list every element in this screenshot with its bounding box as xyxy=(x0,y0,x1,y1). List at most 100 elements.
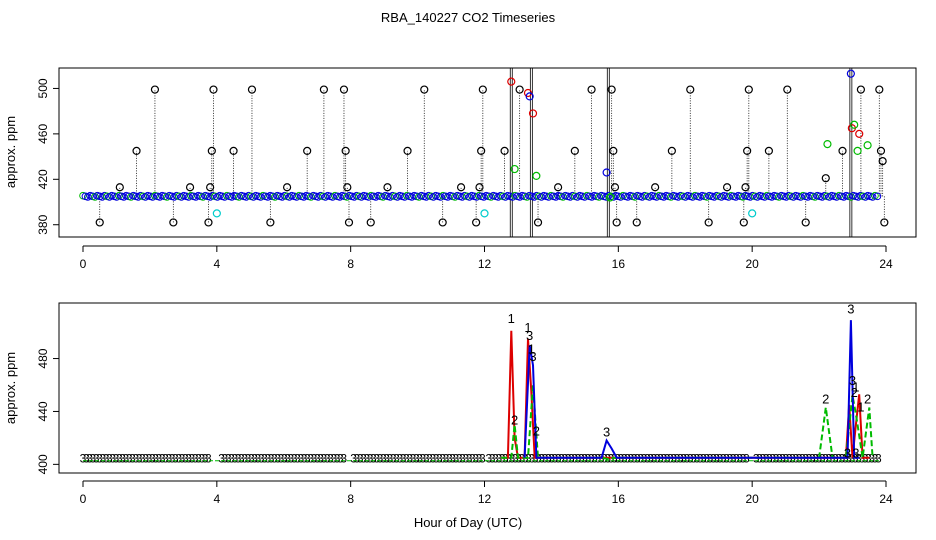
data-point xyxy=(185,183,195,192)
peak-label: 3 xyxy=(847,302,854,317)
data-point-green xyxy=(853,146,862,156)
baseline-marker: 3 xyxy=(730,452,737,466)
data-point xyxy=(456,183,466,192)
baseline-marker: 3 xyxy=(756,452,763,466)
data-point xyxy=(554,183,563,192)
baseline-marker: 3 xyxy=(855,452,862,466)
baseline-marker: 3 xyxy=(519,452,526,466)
baseline-marker: 3 xyxy=(396,452,403,466)
baseline-marker: 3 xyxy=(545,452,552,466)
baseline-marker: 3 xyxy=(759,452,766,466)
baseline-marker: 3 xyxy=(515,452,522,466)
baseline-marker: 3 xyxy=(156,452,163,466)
baseline-marker: 3 xyxy=(858,452,865,466)
baseline-marker: 3 xyxy=(469,452,476,466)
baseline-marker: 3 xyxy=(406,452,413,466)
bottom-x-tick-label: 12 xyxy=(478,492,492,506)
baseline-marker: 3 xyxy=(321,452,328,466)
data-point-green xyxy=(510,164,519,174)
data-point xyxy=(632,218,641,227)
baseline-marker: 3 xyxy=(334,452,341,466)
baseline-marker: 3 xyxy=(466,452,473,466)
baseline-marker: 3 xyxy=(195,452,202,466)
baseline-marker: 3 xyxy=(288,452,295,466)
baseline-marker: 3 xyxy=(763,452,770,466)
data-point xyxy=(743,146,752,156)
baseline-marker: 3 xyxy=(281,452,288,466)
baseline-marker: 3 xyxy=(542,452,549,466)
baseline-marker: 3 xyxy=(591,452,598,466)
data-point xyxy=(472,218,481,227)
peak-label: 2 xyxy=(864,392,871,407)
x-axis-label: Hour of Day (UTC) xyxy=(414,515,522,530)
baseline-marker: 3 xyxy=(641,452,648,466)
baseline-marker: 3 xyxy=(436,452,443,466)
data-point xyxy=(533,218,543,227)
bottom-y-tick-label: 440 xyxy=(36,401,50,421)
baseline-marker: 3 xyxy=(380,452,387,466)
baseline-marker: 3 xyxy=(664,452,671,466)
baseline-marker: 3 xyxy=(872,452,879,466)
baseline-marker: 3 xyxy=(146,452,153,466)
data-point xyxy=(880,218,889,227)
baseline-marker: 3 xyxy=(301,452,308,466)
data-point xyxy=(607,85,616,94)
baseline-marker: 3 xyxy=(677,452,684,466)
baseline-marker: 3 xyxy=(264,452,271,466)
top-x-tick-label: 0 xyxy=(80,257,87,271)
baseline-marker: 3 xyxy=(558,452,565,466)
baseline-marker: 3 xyxy=(720,452,727,466)
baseline-marker: 3 xyxy=(502,452,509,466)
top-x-tick-label: 12 xyxy=(478,257,492,271)
top-x-tick-label: 4 xyxy=(213,257,220,271)
data-point xyxy=(686,85,695,94)
baseline-marker: 3 xyxy=(198,452,205,466)
baseline-marker: 3 xyxy=(786,452,793,466)
baseline-marker: 3 xyxy=(410,452,417,466)
baseline-marker: 3 xyxy=(796,452,803,466)
top-panel-data xyxy=(79,68,889,237)
data-point xyxy=(343,183,352,192)
baseline-marker: 3 xyxy=(162,452,169,466)
baseline-marker: 3 xyxy=(132,452,139,466)
baseline-marker: 3 xyxy=(83,452,90,466)
data-point xyxy=(209,85,218,94)
baseline-marker: 3 xyxy=(687,452,694,466)
baseline-marker: 3 xyxy=(268,452,275,466)
bottom-y-axis-label: approx. ppm xyxy=(3,352,18,424)
bottom-x-tick-label: 24 xyxy=(879,492,893,506)
baseline-marker: 3 xyxy=(618,452,625,466)
baseline-marker: 3 xyxy=(429,452,436,466)
data-point xyxy=(783,85,792,94)
baseline-marker: 3 xyxy=(555,452,562,466)
baseline-marker: 3 xyxy=(453,452,460,466)
top-panel-axes: 0 4 8 12 16 20 24 380 420 460 500 xyxy=(36,78,893,271)
data-point xyxy=(838,146,847,156)
baseline-marker: 3 xyxy=(337,452,344,466)
data-point xyxy=(339,85,349,94)
data-point-cyan xyxy=(480,209,489,218)
data-point xyxy=(667,146,676,156)
baseline-marker: 3 xyxy=(248,452,255,466)
baseline-marker: 3 xyxy=(799,452,806,466)
baseline-marker: 3 xyxy=(522,452,529,466)
baseline-marker: 3 xyxy=(588,452,595,466)
baseline-marker: 3 xyxy=(222,452,229,466)
baseline-marker: 3 xyxy=(113,452,120,466)
baseline-marker: 3 xyxy=(182,452,189,466)
data-point xyxy=(821,174,830,183)
baseline-marker: 3 xyxy=(789,452,796,466)
baseline-marker: 3 xyxy=(311,452,318,466)
data-point-cyan xyxy=(212,209,221,218)
baseline-marker: 3 xyxy=(228,452,235,466)
baseline-marker: 3 xyxy=(307,452,314,466)
baseline-marker: 3 xyxy=(327,452,334,466)
bottom-x-tick-label: 4 xyxy=(213,492,220,506)
baseline-marker: 3 xyxy=(377,452,384,466)
baseline-marker: 3 xyxy=(585,452,592,466)
top-y-tick-label: 500 xyxy=(36,78,50,98)
baseline-marker: 3 xyxy=(459,452,466,466)
baseline-marker: 3 xyxy=(317,452,324,466)
baseline-marker: 3 xyxy=(773,452,780,466)
